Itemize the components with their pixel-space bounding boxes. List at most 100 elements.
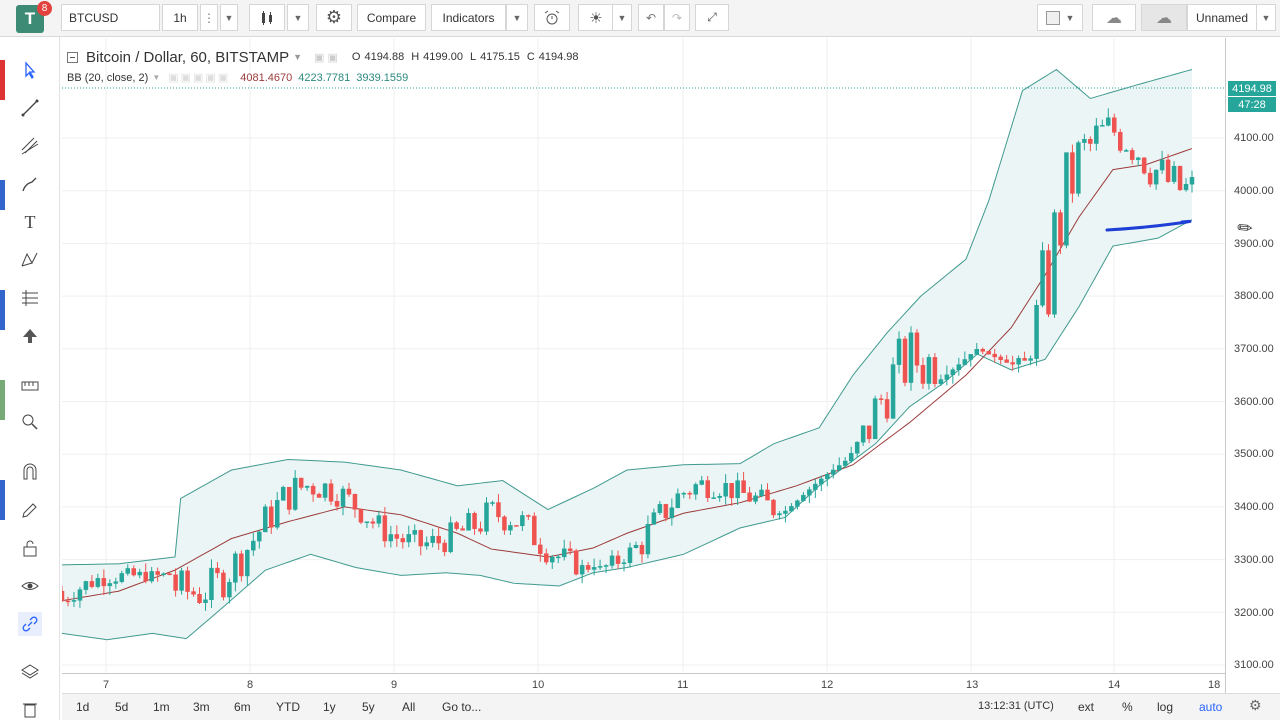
settings-gear-icon[interactable]: ⚙ (316, 4, 352, 31)
lock-icon[interactable] (18, 536, 42, 560)
candle-body (633, 544, 639, 548)
candle-body (358, 509, 364, 523)
chevron-down-icon[interactable]: ▼ (612, 4, 632, 31)
alert-icon[interactable] (534, 4, 570, 31)
candle-body (944, 374, 950, 380)
trash-icon[interactable] (18, 697, 42, 721)
magnet-icon[interactable] (18, 460, 42, 484)
chevron-down-icon[interactable]: ▼ (293, 52, 303, 62)
candle-body (842, 460, 848, 466)
fib-icon[interactable] (18, 286, 42, 310)
zoom-icon[interactable] (18, 410, 42, 434)
price-chart[interactable] (62, 38, 1225, 673)
candle-body (986, 351, 991, 355)
pencil-lock-icon[interactable] (18, 498, 42, 522)
candle-style-icon[interactable] (249, 4, 285, 31)
candle-body (884, 399, 890, 419)
goto-button[interactable]: Go to... (442, 700, 482, 714)
candle-body (352, 494, 358, 510)
candle-body (1094, 125, 1099, 144)
countdown-tag: 47:28 (1228, 97, 1276, 112)
interval-button[interactable]: 1h (162, 4, 198, 31)
range-6m[interactable]: 6m (234, 700, 251, 714)
redo-icon[interactable]: ↷ (664, 4, 690, 31)
ohlc-low: 4175.15 (480, 51, 520, 63)
candle-body (322, 483, 328, 498)
chevron-down-icon[interactable]: ▼ (220, 4, 238, 31)
candle-body (400, 538, 406, 543)
range-1y[interactable]: 1y (323, 700, 336, 714)
eye-icon[interactable] (18, 574, 42, 598)
chevron-down-icon[interactable]: ▼ (506, 4, 528, 31)
utc-clock[interactable]: 13:12:31 (UTC) (978, 700, 1054, 712)
range-3m[interactable]: 3m (193, 700, 210, 714)
link-icon[interactable] (18, 612, 42, 636)
range-all[interactable]: All (402, 700, 416, 714)
candle-body (197, 594, 202, 603)
window-edge (0, 180, 5, 210)
indicator-buttons[interactable]: ▣▣▣▣▣ (168, 72, 231, 84)
percent-toggle[interactable]: % (1122, 700, 1133, 714)
candle-body (304, 485, 310, 488)
layout-name-button[interactable]: Unnamed (1187, 4, 1257, 31)
arrow-up-icon[interactable] (18, 324, 42, 348)
trend-line-icon[interactable] (18, 96, 42, 120)
chevron-down-icon[interactable]: ▼ (1256, 4, 1276, 31)
range-1d[interactable]: 1d (76, 700, 90, 714)
range-ytd[interactable]: YTD (276, 700, 300, 714)
range-5d[interactable]: 5d (115, 700, 129, 714)
candle-body (795, 500, 800, 507)
layers-icon[interactable] (18, 660, 42, 684)
candle-body (191, 591, 196, 595)
settings-gear-icon[interactable]: ⚙ (1249, 697, 1262, 713)
measure-icon[interactable] (18, 372, 42, 396)
candle-body (669, 507, 675, 519)
cloud-upload-icon[interactable]: ☁ (1141, 4, 1187, 31)
candle-body (269, 506, 274, 528)
candle-body (1088, 138, 1093, 144)
fullscreen-icon[interactable]: ⤢ (695, 4, 729, 31)
candle-body (508, 525, 513, 531)
candle-body (161, 573, 166, 575)
candle-body (753, 495, 758, 502)
legend-buttons: ▣ ▣ (314, 51, 338, 64)
range-5y[interactable]: 5y (362, 700, 375, 714)
candle-body (538, 544, 543, 554)
brush-icon[interactable] (18, 172, 42, 196)
text-tool-icon[interactable]: T (24, 211, 36, 232)
candle-body (681, 492, 687, 495)
log-toggle[interactable]: log (1157, 700, 1174, 714)
last-price-tag: 4194.98 (1228, 81, 1276, 96)
chevron-down-icon[interactable]: ▼ (152, 73, 161, 82)
candle-body (424, 542, 429, 547)
blue-drawing-annotation (1105, 219, 1192, 232)
undo-icon[interactable]: ↶ (638, 4, 664, 31)
candle-body (705, 480, 710, 498)
candle-body (388, 534, 394, 542)
bb-upper-value: 4223.7781 (298, 71, 351, 84)
candle-body (908, 332, 914, 383)
candle-body (1165, 159, 1171, 182)
cursor-icon[interactable] (18, 58, 42, 82)
collapse-icon[interactable] (67, 51, 78, 63)
more-icon[interactable]: ⋮ (200, 4, 218, 31)
ext-toggle[interactable]: ext (1078, 700, 1095, 714)
candle-body (759, 489, 764, 497)
candle-body (938, 379, 944, 384)
candle-body (555, 556, 561, 559)
compare-button[interactable]: Compare (357, 4, 426, 31)
bollinger-lower-line (62, 219, 1193, 641)
chevron-down-icon[interactable]: ▼ (287, 4, 309, 31)
candle-body (920, 365, 926, 384)
indicators-button[interactable]: Indicators (431, 4, 506, 31)
window-edge (0, 480, 5, 520)
auto-toggle[interactable]: auto (1199, 700, 1223, 714)
pattern-icon[interactable] (18, 248, 42, 272)
idea-bulb-icon[interactable]: ☀ (578, 4, 614, 31)
pitchfork-icon[interactable] (18, 134, 42, 158)
range-1m[interactable]: 1m (153, 700, 170, 714)
candle-body (149, 571, 154, 582)
symbol-search-input[interactable]: BTCUSD (61, 4, 160, 31)
cloud-icon[interactable]: ☁ (1092, 4, 1136, 31)
color-swatch-button[interactable]: ▼ (1037, 4, 1083, 31)
